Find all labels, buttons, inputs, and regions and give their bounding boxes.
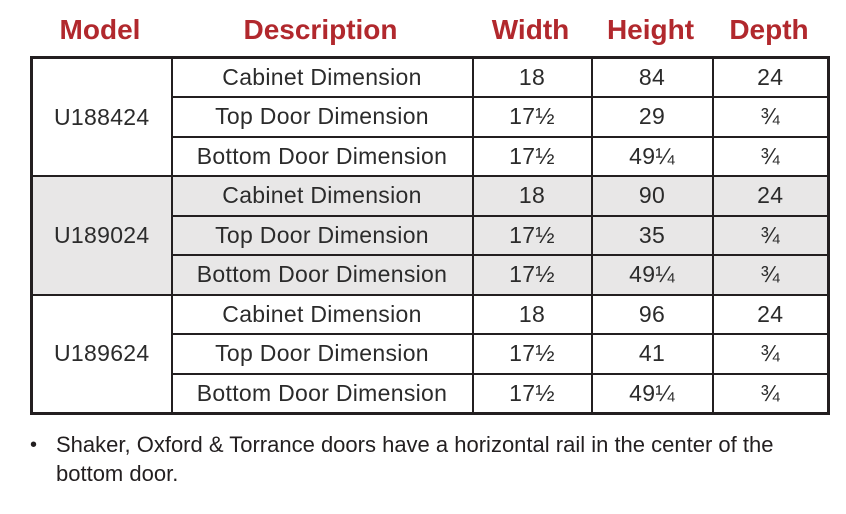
height-cell: 41 bbox=[590, 333, 714, 375]
table-column-headers: Model Description Width Height Depth bbox=[30, 8, 827, 52]
table-row: U189624 Cabinet Dimension 18 96 24 bbox=[30, 293, 830, 414]
depth-cell: ¾ bbox=[711, 372, 830, 414]
description-cell: Bottom Door Dimension bbox=[170, 135, 474, 177]
table-row: U189024 Cabinet Dimension 18 90 24 bbox=[30, 175, 830, 296]
model-group: U188424 Cabinet Dimension 18 84 24 Top D… bbox=[30, 56, 830, 177]
height-cell: 49¼ bbox=[590, 372, 714, 414]
width-cell: 17½ bbox=[471, 254, 593, 296]
height-cell: 96 bbox=[590, 293, 714, 335]
footnote: • Shaker, Oxford & Torrance doors have a… bbox=[30, 430, 846, 488]
table-row: Top Door Dimension 17½ 29 ¾ bbox=[32, 96, 830, 138]
height-cell: 35 bbox=[590, 214, 714, 256]
width-cell: 18 bbox=[471, 293, 593, 335]
depth-cell: 24 bbox=[711, 293, 830, 335]
column-header-width: Width bbox=[491, 14, 570, 45]
column-header-height: Height bbox=[606, 14, 695, 45]
depth-cell: 24 bbox=[711, 56, 830, 98]
description-cell: Cabinet Dimension bbox=[170, 56, 474, 98]
height-cell: 29 bbox=[590, 96, 714, 138]
table-row: U188424 Cabinet Dimension 18 84 24 bbox=[30, 56, 830, 177]
width-cell: 17½ bbox=[471, 333, 593, 375]
depth-cell: ¾ bbox=[711, 254, 830, 296]
description-cell: Cabinet Dimension bbox=[170, 175, 474, 217]
column-header-model: Model bbox=[59, 14, 141, 45]
description-cell: Top Door Dimension bbox=[170, 333, 474, 375]
description-cell: Bottom Door Dimension bbox=[170, 372, 474, 414]
depth-cell: ¾ bbox=[711, 333, 830, 375]
model-cell: U188424 bbox=[30, 56, 173, 177]
model-group: U189024 Cabinet Dimension 18 90 24 Top D… bbox=[30, 175, 830, 296]
height-cell: 49¼ bbox=[590, 135, 714, 177]
model-cell: U189624 bbox=[30, 293, 173, 414]
height-cell: 90 bbox=[590, 175, 714, 217]
description-cell: Cabinet Dimension bbox=[170, 293, 474, 335]
footnote-text: Shaker, Oxford & Torrance doors have a h… bbox=[56, 431, 774, 486]
width-cell: 18 bbox=[471, 175, 593, 217]
height-cell: 84 bbox=[590, 56, 714, 98]
table-row: Top Door Dimension 17½ 41 ¾ bbox=[32, 333, 830, 375]
table-row: Bottom Door Dimension 17½ 49¼ ¾ bbox=[32, 372, 830, 414]
dimension-table: U188424 Cabinet Dimension 18 84 24 Top D… bbox=[30, 56, 830, 415]
depth-cell: 24 bbox=[711, 175, 830, 217]
width-cell: 17½ bbox=[471, 96, 593, 138]
bullet-icon: • bbox=[30, 433, 38, 456]
width-cell: 17½ bbox=[471, 214, 593, 256]
width-cell: 18 bbox=[471, 56, 593, 98]
depth-cell: ¾ bbox=[711, 135, 830, 177]
description-cell: Top Door Dimension bbox=[170, 96, 474, 138]
description-cell: Top Door Dimension bbox=[170, 214, 474, 256]
column-header-depth: Depth bbox=[729, 14, 809, 45]
width-cell: 17½ bbox=[471, 135, 593, 177]
depth-cell: ¾ bbox=[711, 214, 830, 256]
width-cell: 17½ bbox=[471, 372, 593, 414]
model-cell: U189024 bbox=[30, 175, 173, 296]
description-cell: Bottom Door Dimension bbox=[170, 254, 474, 296]
column-header-description: Description bbox=[243, 14, 398, 45]
model-group: U189624 Cabinet Dimension 18 96 24 Top D… bbox=[30, 293, 830, 414]
table-row: Top Door Dimension 17½ 35 ¾ bbox=[32, 214, 830, 256]
height-cell: 49¼ bbox=[590, 254, 714, 296]
table-row: Bottom Door Dimension 17½ 49¼ ¾ bbox=[32, 135, 830, 177]
table-row: Bottom Door Dimension 17½ 49¼ ¾ bbox=[32, 254, 830, 296]
depth-cell: ¾ bbox=[711, 96, 830, 138]
